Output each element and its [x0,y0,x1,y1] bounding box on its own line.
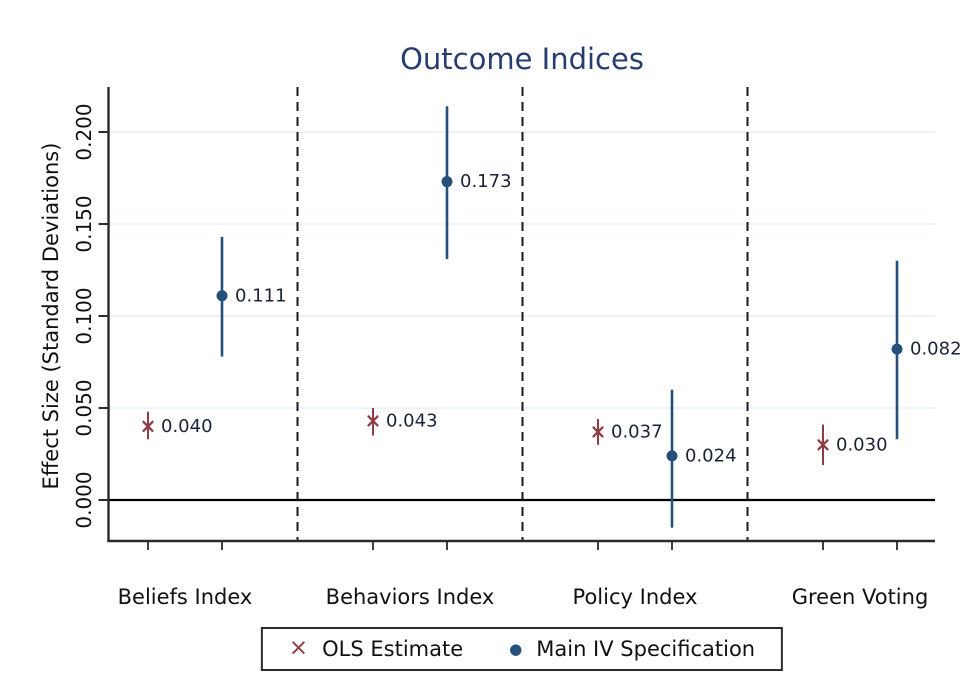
iv-point-marker [216,290,228,302]
chart-title: Outcome Indices [400,42,644,76]
category-label: Behaviors Index [326,585,495,609]
chart-plot-area: 0.000 0.050 0.100 0.150 0.200 0.040 0.043 0.037… [72,87,962,609]
legend-label-iv: Main IV Specification [536,637,756,661]
circle-marker-icon: ● [509,639,523,658]
ols-x-marker [817,439,829,451]
category-label: Policy Index [573,585,698,609]
category-label: Green Voting [792,585,929,609]
iv-point-marker [666,450,678,462]
y-tick-label: 0.100 [72,287,96,344]
point-value-label: 0.030 [836,434,888,455]
point-value-label: 0.040 [161,416,213,437]
y-tick-label: 0.050 [72,379,96,436]
point-value-label: 0.043 [386,410,438,431]
point-value-label: 0.024 [685,445,737,466]
legend-label-ols: OLS Estimate [322,637,464,661]
ols-x-marker [592,426,604,438]
point-value-label: 0.082 [910,339,962,360]
iv-point-marker [441,176,453,188]
y-tick-label: 0.200 [72,103,96,160]
point-value-label: 0.173 [460,171,512,192]
legend: × OLS Estimate ● Main IV Specification [260,627,784,671]
point-value-label: 0.037 [611,421,663,442]
y-tick-label: 0.000 [72,471,96,528]
y-tick-label: 0.150 [72,195,96,252]
x-marker-icon: × [288,634,309,661]
point-value-label: 0.111 [235,285,287,306]
ols-x-marker [142,420,154,433]
ols-x-marker [367,415,379,427]
iv-point-marker [891,343,903,355]
legend-item-ols: × OLS Estimate [288,634,464,661]
legend-item-iv: ● Main IV Specification [509,637,755,661]
category-label: Beliefs Index [118,585,253,609]
